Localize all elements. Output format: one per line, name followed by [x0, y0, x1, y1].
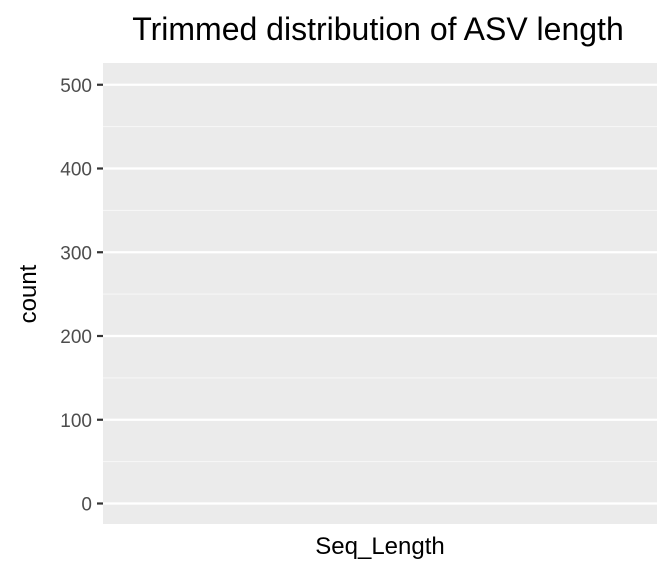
plot-panel — [103, 63, 657, 524]
y-tick-label: 500 — [60, 76, 92, 97]
chart-title: Trimmed distribution of ASV length — [132, 11, 623, 47]
y-tick-label: 200 — [60, 327, 92, 348]
y-tick-label: 100 — [60, 411, 92, 432]
y-tick-label: 300 — [60, 243, 92, 264]
x-axis-title: Seq_Length — [315, 533, 444, 560]
grid-minor — [103, 126, 657, 463]
y-tick-label: 0 — [81, 495, 92, 516]
grid-major — [103, 83, 657, 505]
y-tick-label: 400 — [60, 160, 92, 181]
y-axis-tick-labels: 0 100 200 300 400 500 — [60, 76, 92, 516]
y-axis-title: count — [15, 264, 42, 323]
y-axis-ticks — [97, 83, 103, 505]
